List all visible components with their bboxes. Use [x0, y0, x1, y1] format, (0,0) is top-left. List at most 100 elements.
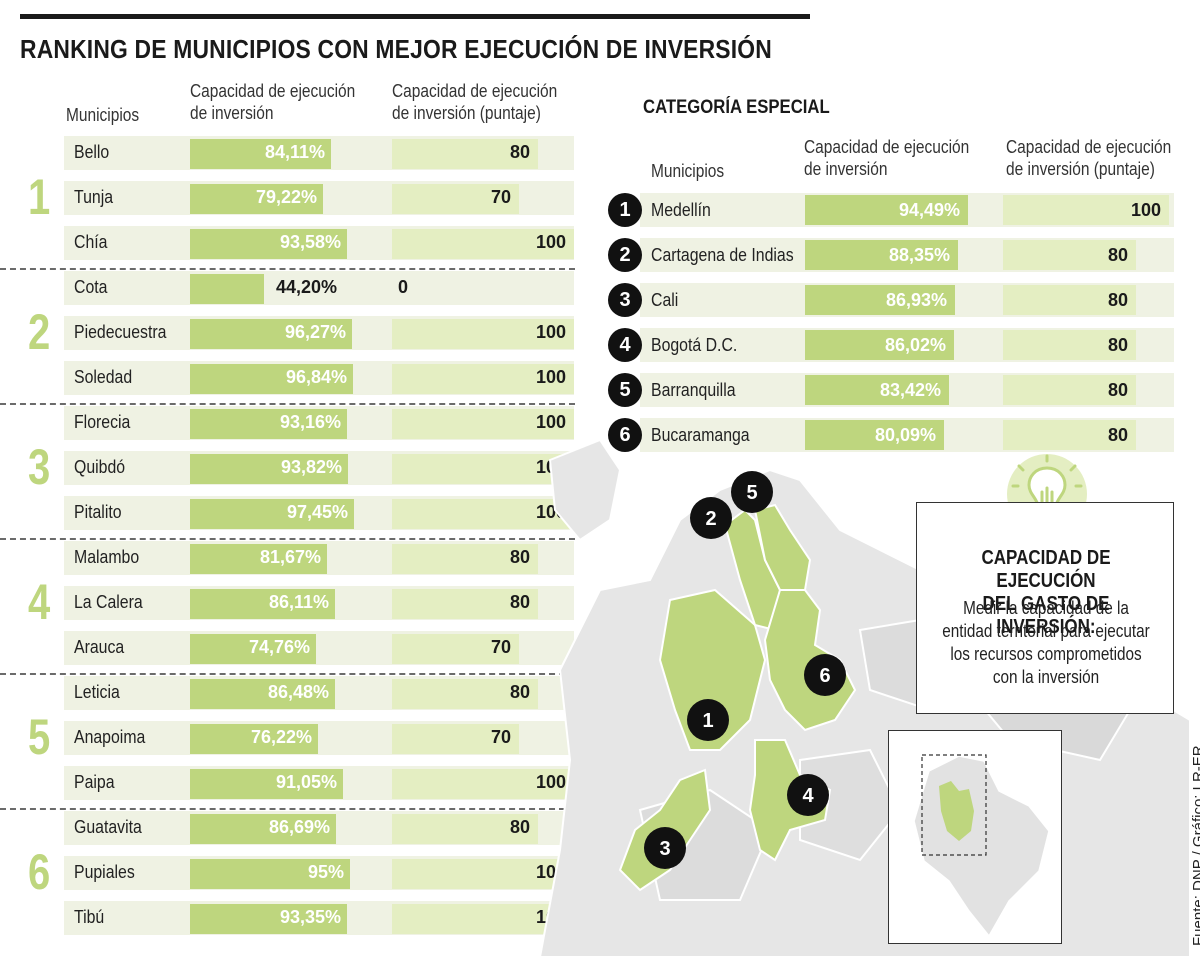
special-municipio-label: Bogotá D.C.	[651, 335, 738, 355]
rank-badge: 3	[608, 283, 642, 317]
capacidad-bar	[190, 724, 318, 754]
puntaje-bar	[392, 409, 574, 439]
capacidad-bar	[190, 544, 327, 574]
capacidad-bar	[190, 814, 336, 844]
map-marker-3-label: 3	[659, 838, 670, 860]
rank-badge: 6	[608, 418, 642, 452]
capacidad-bar	[190, 274, 264, 304]
group-number: 5	[28, 709, 51, 765]
capacidad-value: 86,48%	[267, 682, 329, 702]
rank-badge: 2	[608, 238, 642, 272]
municipio-label: Chía	[74, 232, 108, 252]
puntaje-value: 70	[490, 727, 511, 747]
municipio-label: Soledad	[74, 367, 133, 387]
capacidad-bar	[190, 139, 331, 169]
special-municipio-label: Cali	[651, 290, 679, 310]
capacidad-value: 96,84%	[285, 367, 347, 387]
puntaje-bar	[392, 589, 538, 619]
capacidad-bar	[190, 454, 348, 484]
capacidad-bar	[190, 634, 316, 664]
municipio-label: Tunja	[74, 187, 114, 207]
puntaje-bar	[392, 544, 538, 574]
capacidad-bar	[190, 679, 335, 709]
special-municipio-label: Bucaramanga	[651, 425, 750, 445]
map-marker-5-label: 5	[746, 482, 757, 504]
group-number: 6	[28, 844, 51, 900]
municipio-label: Leticia	[74, 682, 120, 702]
special-capacidad-value: 80,09%	[874, 425, 936, 445]
puntaje-value: 80	[509, 142, 530, 162]
capacidad-value: 93,16%	[279, 412, 341, 432]
capacidad-bar	[190, 769, 343, 799]
puntaje-bar	[392, 499, 574, 529]
municipio-label: Malambo	[74, 547, 140, 567]
capacidad-value: 91,05%	[275, 772, 337, 792]
inset-map	[888, 730, 1062, 944]
capacidad-value: 96,27%	[284, 322, 346, 342]
capacidad-value: 79,22%	[255, 187, 317, 207]
capacidad-bar	[190, 499, 354, 529]
puntaje-bar	[392, 814, 538, 844]
special-capacidad-bar	[805, 375, 949, 405]
special-puntaje-value: 100	[1130, 200, 1161, 220]
special-municipio-label: Barranquilla	[651, 380, 736, 400]
special-header-puntaje: Capacidad de ejecución de inversión (pun…	[1006, 137, 1172, 179]
puntaje-bar	[392, 364, 574, 394]
puntaje-value: 80	[509, 547, 530, 567]
header-capacidad: Capacidad de ejecución de inversión	[190, 81, 356, 123]
special-puntaje-value: 80	[1107, 245, 1128, 265]
capacidad-value: 76,22%	[250, 727, 312, 747]
puntaje-value: 100	[535, 367, 566, 387]
capacidad-value: 74,76%	[248, 637, 310, 657]
puntaje-value: 100	[535, 322, 566, 342]
puntaje-value: 70	[490, 637, 511, 657]
group-divider	[0, 403, 575, 405]
puntaje-value: 80	[509, 817, 530, 837]
capacidad-bar	[190, 859, 350, 889]
map-marker-1	[687, 699, 729, 741]
map-marker-2-label: 2	[705, 508, 716, 530]
info-box: CAPACIDAD DE EJECUCIÓN DEL GASTO DE INVE…	[916, 502, 1174, 714]
capacidad-bar	[190, 229, 347, 259]
special-category-title: CATEGORÍA ESPECIAL	[643, 97, 830, 118]
map-marker-6-label: 6	[819, 665, 830, 687]
map-marker-3	[644, 827, 686, 869]
puntaje-bar	[392, 184, 519, 214]
capacidad-value: 93,82%	[280, 457, 342, 477]
puntaje-value: 70	[490, 187, 511, 207]
puntaje-value: 80	[509, 682, 530, 702]
capacidad-value: 86,11%	[268, 592, 329, 612]
special-capacidad-value: 94,49%	[898, 200, 960, 220]
map-marker-5	[731, 471, 773, 513]
special-puntaje-value: 80	[1107, 335, 1128, 355]
capacidad-value: 86,69%	[268, 817, 330, 837]
municipio-label: Florecia	[74, 412, 131, 432]
special-header-capacidad: Capacidad de ejecución de inversión	[804, 137, 970, 179]
capacidad-value: 84,11%	[264, 142, 325, 162]
municipio-label: La Calera	[74, 592, 143, 612]
municipio-label: Tibú	[74, 907, 105, 927]
row-band	[64, 271, 574, 305]
puntaje-bar	[392, 634, 519, 664]
source-credit: Fuente: DNP / Gráfico: LR-ER	[1190, 745, 1200, 946]
capacidad-value: 93,58%	[279, 232, 341, 252]
capacidad-bar	[190, 319, 352, 349]
group-divider	[0, 673, 575, 675]
special-puntaje-bar	[1003, 285, 1136, 315]
puntaje-bar	[392, 229, 574, 259]
puntaje-bar	[392, 139, 538, 169]
puntaje-bar	[392, 454, 574, 484]
capacidad-value: 97,45%	[286, 502, 348, 522]
top-rule	[20, 14, 810, 19]
special-puntaje-bar	[1003, 420, 1136, 450]
puntaje-bar	[392, 319, 574, 349]
region-medellin	[658, 588, 767, 751]
capacidad-value: 81,67%	[259, 547, 321, 567]
map-marker-2	[690, 497, 732, 539]
region-bucaramanga	[763, 589, 857, 732]
municipio-label: Arauca	[74, 637, 125, 657]
capacidad-bar	[190, 589, 335, 619]
special-capacidad-value: 83,42%	[879, 380, 941, 400]
rank-badge: 5	[608, 373, 642, 407]
map-markers: 1 2 3 4 5 6	[644, 471, 846, 869]
